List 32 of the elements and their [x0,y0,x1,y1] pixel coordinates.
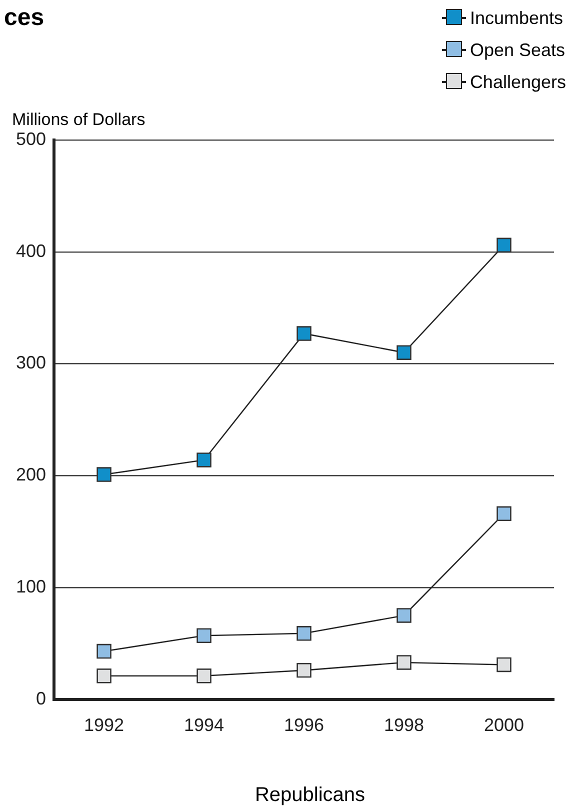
legend-label: Challengers [470,72,566,92]
point [296,326,312,341]
point [496,238,512,253]
y-tick-label: 0 [36,688,46,708]
x-tick-label: 1996 [284,715,324,736]
point [96,644,112,659]
point [96,668,112,684]
point [296,662,312,678]
point [396,655,412,670]
y-tick-label: 300 [16,352,46,373]
point [196,668,212,684]
y-tick-label: 100 [16,576,46,596]
point [496,506,512,522]
y-tick-label: 400 [16,240,46,261]
point [396,345,412,360]
point [296,626,312,641]
point [196,452,212,468]
x-axis-title: Republicans [254,784,366,807]
legend-label: Incumbents [470,8,563,28]
point [496,657,512,672]
point [96,467,112,482]
point [396,608,412,623]
x-tick-label: 1994 [184,715,224,736]
point [196,628,212,643]
x-tick-label: 2000 [484,715,524,736]
y-tick-label: 500 [16,128,46,149]
y-axis-title: Millions of Dollars [12,110,146,130]
x-tick-label: 1992 [84,715,124,736]
x-tick-label: 1998 [384,715,424,736]
legend-label: Open Seats [470,40,565,60]
y-tick-label: 200 [16,464,46,485]
chart-title: ces [4,4,44,32]
